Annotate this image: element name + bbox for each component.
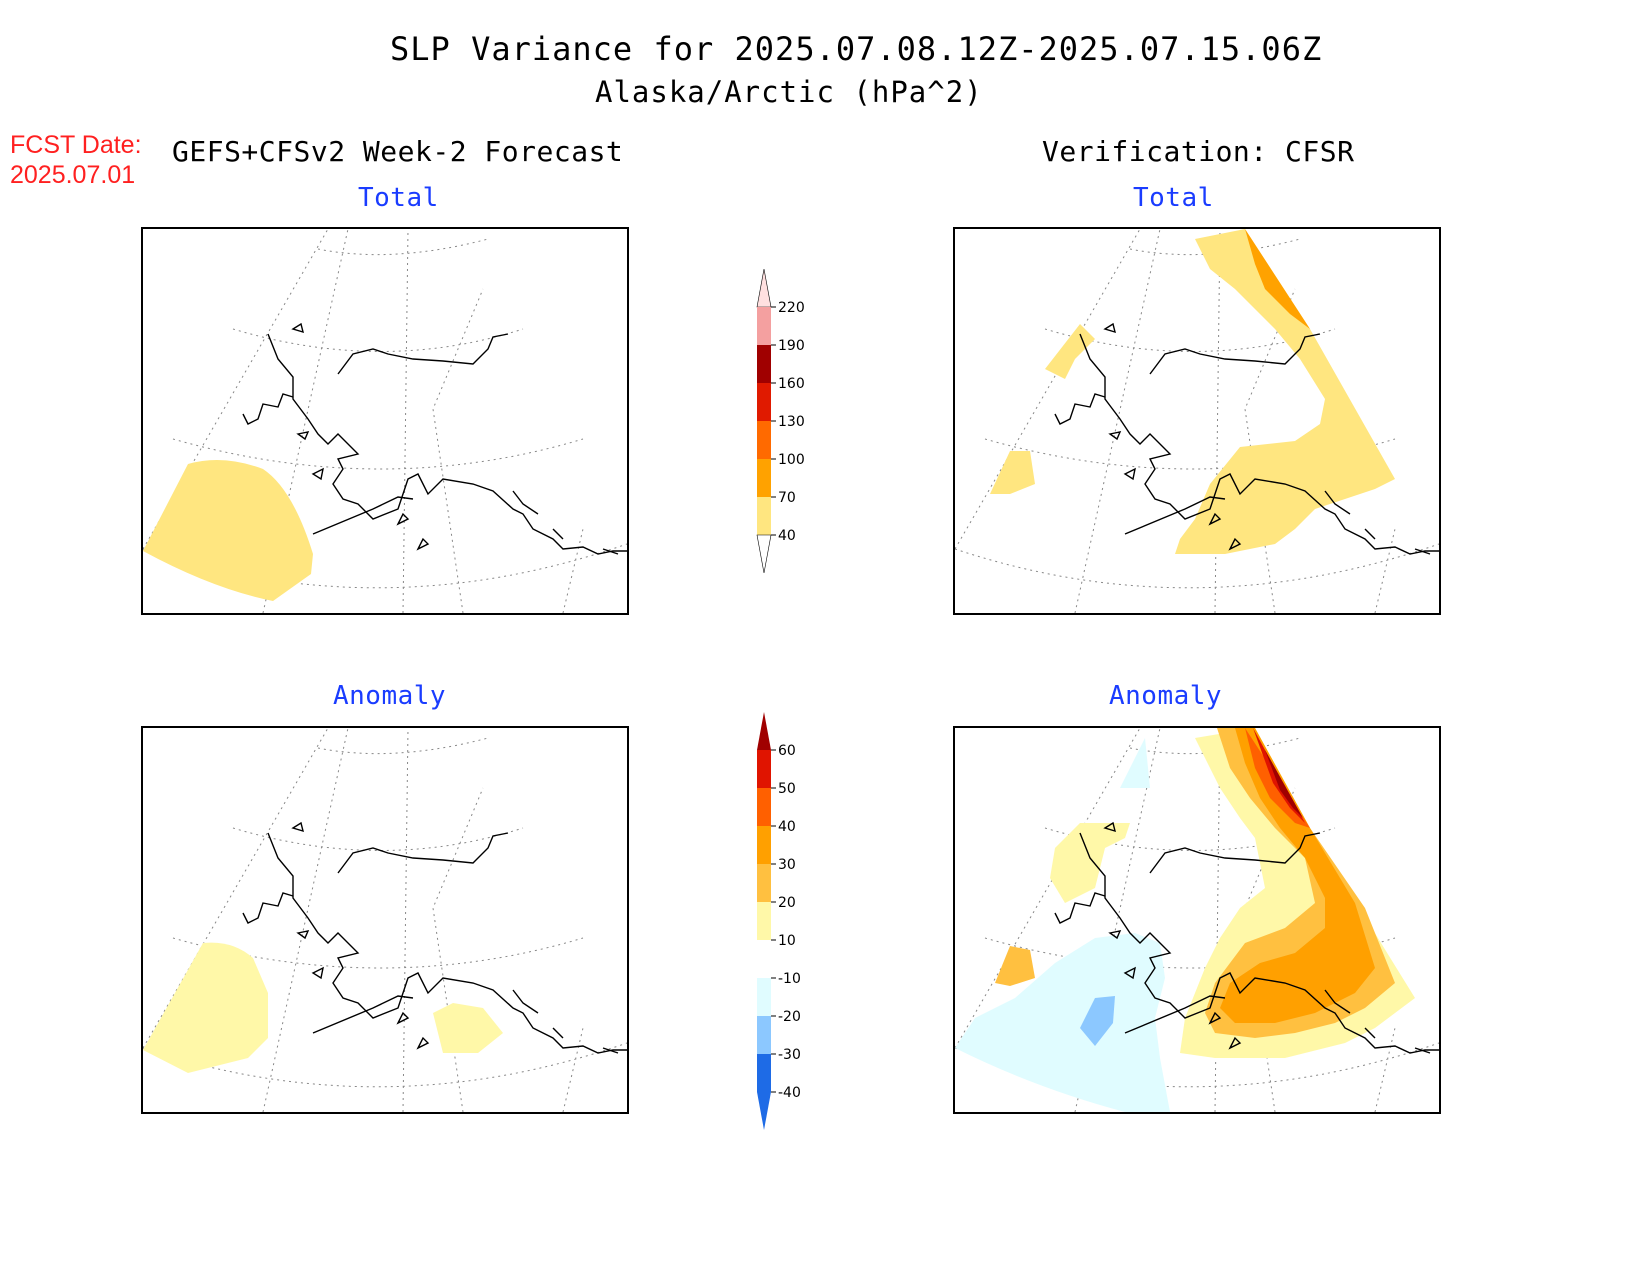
colorbar-tick-label: -20 (778, 1009, 801, 1025)
colorbar-segment (757, 307, 771, 345)
variance-region (143, 460, 313, 601)
colorbar-segment (757, 864, 771, 902)
colorbar-tick-label: 40 (778, 819, 796, 835)
verif-total-map (953, 227, 1441, 615)
chart-title: SLP Variance for 2025.07.08.12Z-2025.07.… (390, 30, 1323, 68)
forecast-anomaly-title: Anomaly (333, 681, 447, 711)
anomaly-negative-region (955, 933, 1170, 1112)
colorbar-bottom-arrow (757, 1092, 771, 1130)
colorbar-segment (757, 1054, 771, 1092)
anomaly-region (433, 1003, 503, 1053)
colorbar-top-arrow (756, 268, 772, 308)
fcst-date-value: 2025.07.01 (10, 161, 136, 189)
chart-subtitle: Alaska/Arctic (hPa^2) (595, 75, 983, 109)
colorbar-tick-label: 70 (778, 490, 796, 506)
colorbar-tick-label: 40 (778, 528, 796, 544)
forecast-anomaly-map (141, 726, 629, 1114)
colorbar-segment (757, 978, 771, 1016)
variance-region (1175, 229, 1395, 554)
verif-total-title: Total (1133, 183, 1214, 213)
colorbar-tick-label: 30 (778, 857, 796, 873)
colorbar-bottom-arrow (756, 534, 772, 574)
colorbar-tick-label: 50 (778, 781, 796, 797)
verification-heading: Verification: CFSR (1042, 135, 1355, 168)
colorbar-segment (757, 940, 771, 978)
anomaly-negative-strong (1080, 996, 1115, 1046)
colorbar-tick-label: 160 (778, 376, 805, 392)
verif-anomaly-map (953, 726, 1441, 1114)
colorbar-segment (757, 750, 771, 788)
verif-anomaly-title: Anomaly (1109, 681, 1223, 711)
colorbar-tick-label: -30 (778, 1047, 801, 1063)
anomaly-negative-region (1120, 738, 1150, 788)
colorbar-top-arrow (757, 712, 771, 750)
colorbar-tick-label: 130 (778, 414, 805, 430)
colorbar-tick-label: 60 (778, 743, 796, 759)
colorbar-segment (757, 345, 771, 383)
variance-region-high (1245, 229, 1310, 329)
colorbar-segment (757, 788, 771, 826)
total-colorbar: 40 70 100 130 160 190 220 (745, 262, 845, 582)
forecast-heading: GEFS+CFSv2 Week-2 Forecast (172, 135, 624, 168)
anomaly-region (143, 942, 268, 1073)
anomaly-positive-region (1050, 823, 1130, 903)
colorbar-tick-label: 190 (778, 338, 805, 354)
colorbar-segment (757, 1016, 771, 1054)
colorbar-segment (757, 826, 771, 864)
anomaly-positive-high (1220, 728, 1375, 1023)
colorbar-segment (757, 459, 771, 497)
colorbar-tick-label: 100 (778, 452, 805, 468)
forecast-total-map (141, 227, 629, 615)
colorbar-segment (757, 902, 771, 940)
fcst-label-text: FCST Date: (10, 131, 142, 159)
anomaly-positive-region (995, 946, 1035, 986)
forecast-total-title: Total (358, 183, 439, 213)
colorbar-tick-label: 220 (778, 300, 805, 316)
variance-region (1045, 324, 1095, 379)
colorbar-segment (757, 383, 771, 421)
colorbar-tick-label: 10 (778, 933, 796, 949)
colorbar-tick-label: -10 (778, 971, 801, 987)
colorbar-tick-label: -40 (778, 1085, 801, 1101)
fcst-date-label: FCST Date: 2025.07.01 (10, 130, 142, 190)
colorbar-tick-label: 20 (778, 895, 796, 911)
variance-region (990, 451, 1035, 494)
anomaly-colorbar: -40 -30 -20 -10 10 20 30 40 50 60 (745, 705, 845, 1135)
colorbar-segment (757, 421, 771, 459)
colorbar-segment (757, 497, 771, 535)
anomaly-positive-max (1265, 750, 1303, 818)
